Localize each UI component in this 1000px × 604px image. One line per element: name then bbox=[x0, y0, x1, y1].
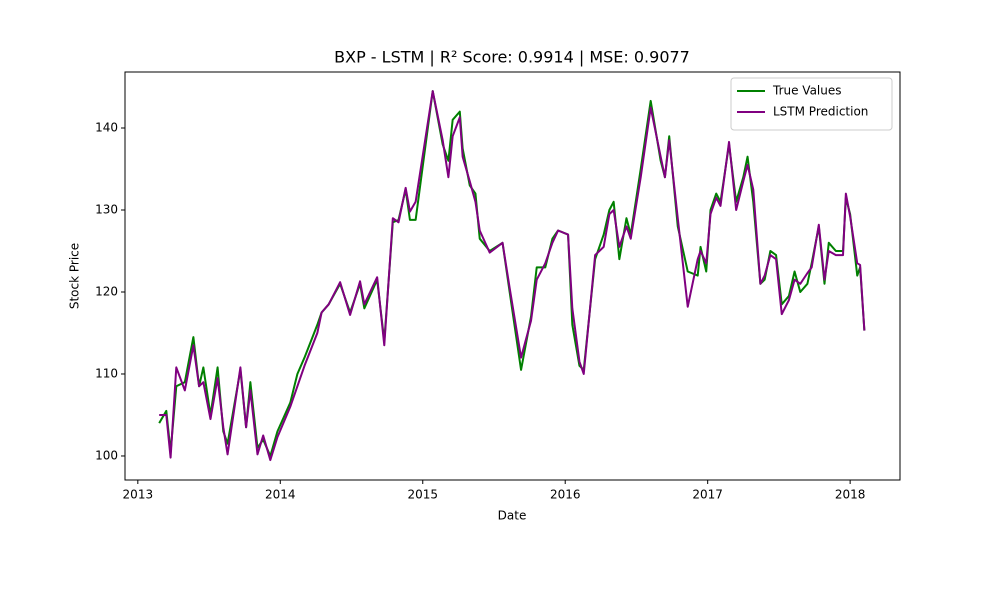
y-tick-label: 110 bbox=[95, 366, 118, 380]
y-tick-label: 140 bbox=[95, 121, 118, 135]
x-tick-label: 2015 bbox=[407, 488, 438, 502]
legend-box bbox=[730, 77, 893, 131]
x-tick-label: 2018 bbox=[835, 488, 866, 502]
x-tick-label: 2017 bbox=[692, 488, 723, 502]
x-tick-label: 2014 bbox=[265, 488, 296, 502]
y-tick-label: 120 bbox=[95, 284, 118, 298]
y-tick-label: 100 bbox=[95, 448, 118, 462]
data-line bbox=[158, 90, 866, 457]
y-tick-label: 130 bbox=[95, 202, 118, 216]
x-axis-label: Date bbox=[498, 509, 527, 523]
plot-frame bbox=[124, 71, 901, 481]
x-tick-label: 2016 bbox=[550, 488, 581, 502]
y-axis-label: Stock Price bbox=[68, 243, 82, 309]
chart-title: BXP - LSTM | R² Score: 0.9914 | MSE: 0.9… bbox=[334, 48, 690, 67]
legend-label: LSTM Prediction bbox=[773, 105, 868, 119]
legend-label: True Values bbox=[772, 84, 842, 98]
x-tick-label: 2013 bbox=[123, 488, 154, 502]
data-line bbox=[159, 90, 866, 462]
